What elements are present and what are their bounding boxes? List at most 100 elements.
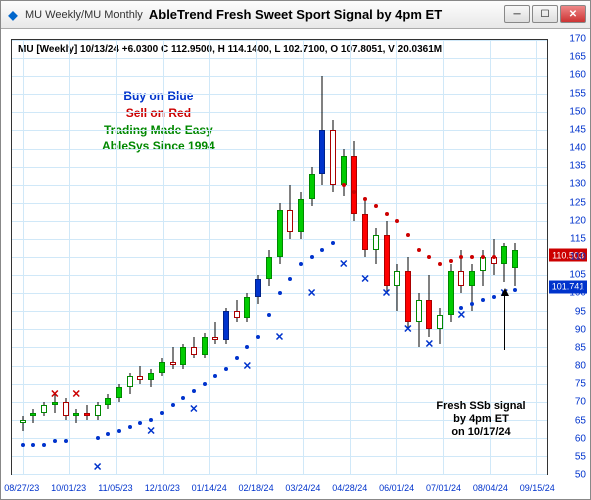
maximize-button[interactable]: ☐: [532, 5, 558, 23]
signal-dot-red: [459, 255, 463, 259]
candle: [266, 257, 272, 279]
signal-dot-blue: [21, 443, 25, 447]
x-mark-blue: ✕: [457, 308, 466, 321]
y-tick: 60: [575, 433, 586, 444]
signal-dot-blue: [331, 241, 335, 245]
y-axis: 5055606570758085909510010511011512012513…: [550, 39, 590, 475]
candle: [41, 405, 47, 412]
window-title: AbleTrend Fresh Sweet Sport Signal by 4p…: [149, 7, 442, 22]
candle: [180, 347, 186, 365]
signal-dot-blue: [256, 335, 260, 339]
signal-dot-red: [342, 183, 346, 187]
candle: [234, 311, 240, 318]
signal-dot-blue: [31, 443, 35, 447]
x-mark-blue: ✕: [382, 287, 391, 300]
candle: [437, 315, 443, 329]
x-mark-blue: ✕: [146, 424, 155, 437]
candle: [212, 337, 218, 341]
minimize-button[interactable]: ─: [504, 5, 530, 23]
signal-dot-red: [417, 248, 421, 252]
signal-dot-red: [406, 233, 410, 237]
candle: [405, 271, 411, 322]
y-tick: 85: [575, 342, 586, 353]
signal-dot-blue: [224, 367, 228, 371]
y-tick: 125: [569, 197, 586, 208]
x-mark-blue: ✕: [339, 258, 348, 271]
x-mark-red: ✕: [72, 388, 81, 401]
candle: [426, 300, 432, 329]
y-tick: 130: [569, 179, 586, 190]
tab-title: MU Weekly/MU Monthly: [25, 9, 143, 21]
signal-dot-blue: [267, 313, 271, 317]
candle: [223, 311, 229, 340]
signal-dot-blue: [203, 382, 207, 386]
signal-dot-blue: [106, 432, 110, 436]
candle: [416, 300, 422, 322]
candle: [191, 347, 197, 354]
candle: [52, 402, 58, 406]
candle: [448, 271, 454, 314]
signal-dot-red: [427, 255, 431, 259]
signal-dot-blue: [235, 356, 239, 360]
y-tick: 140: [569, 143, 586, 154]
x-mark-blue: ✕: [360, 272, 369, 285]
app-icon: ◆: [5, 7, 21, 23]
anno-l1: Fresh SSb signal: [436, 400, 525, 413]
annotation-text: Fresh SSb signalby 4pm ETon 10/17/24: [436, 400, 525, 440]
x-mark-red: ✕: [50, 388, 59, 401]
window-buttons: ─ ☐ ✕: [504, 5, 586, 23]
x-mark-blue: ✕: [275, 330, 284, 343]
signal-dot-red: [438, 262, 442, 266]
candle: [501, 246, 507, 264]
candle: [319, 130, 325, 173]
candle: [469, 271, 475, 285]
signal-dot-blue: [149, 418, 153, 422]
signal-dot-blue: [213, 374, 217, 378]
signal-dot-blue: [481, 298, 485, 302]
signal-dot-red: [481, 255, 485, 259]
candle: [394, 271, 400, 285]
candle: [287, 210, 293, 232]
chart-plot[interactable]: MU [Weekly] 10/13/24 +6.0300 C 112.9500,…: [11, 39, 548, 475]
x-tick: 02/18/24: [239, 483, 274, 493]
y-tick: 115: [570, 233, 586, 244]
x-tick: 04/28/24: [332, 483, 367, 493]
candle: [373, 235, 379, 249]
titlebar[interactable]: ◆ MU Weekly/MU Monthly AbleTrend Fresh S…: [1, 1, 590, 29]
x-tick: 09/15/24: [520, 483, 555, 493]
candle: [170, 362, 176, 366]
close-button[interactable]: ✕: [560, 5, 586, 23]
x-mark-blue: ✕: [403, 323, 412, 336]
candle: [202, 337, 208, 355]
signal-dot-blue: [192, 389, 196, 393]
signal-dot-red: [395, 219, 399, 223]
x-tick: 07/01/24: [426, 483, 461, 493]
signal-dot-blue: [96, 436, 100, 440]
signal-dot-blue: [42, 443, 46, 447]
candle: [255, 279, 261, 297]
signal-dot-blue: [470, 302, 474, 306]
signal-dot-red: [363, 197, 367, 201]
signal-dot-blue: [128, 425, 132, 429]
x-tick: 11/05/23: [98, 483, 132, 493]
x-tick: 12/10/23: [145, 483, 180, 493]
y-tick: 145: [569, 124, 586, 135]
signal-dot-blue: [310, 255, 314, 259]
x-axis: 08/27/2310/01/2311/05/2312/10/2301/14/24…: [11, 477, 548, 499]
candle: [351, 156, 357, 214]
candle: [127, 376, 133, 387]
annotation-arrow: [504, 290, 505, 350]
y-tick: 105: [569, 270, 586, 281]
anno-l2: by 4pm ET: [436, 413, 525, 426]
y-tick: 55: [575, 451, 586, 462]
x-tick: 01/14/24: [192, 483, 227, 493]
quote-line: MU [Weekly] 10/13/24 +6.0300 C 112.9500,…: [18, 44, 442, 55]
candle: [384, 235, 390, 286]
signal-dot-blue: [171, 403, 175, 407]
signal-dot-red: [492, 255, 496, 259]
signal-dot-red: [374, 204, 378, 208]
signal-dot-blue: [492, 295, 496, 299]
candle: [20, 420, 26, 424]
y-tick: 70: [575, 397, 586, 408]
signal-dot-red: [470, 255, 474, 259]
